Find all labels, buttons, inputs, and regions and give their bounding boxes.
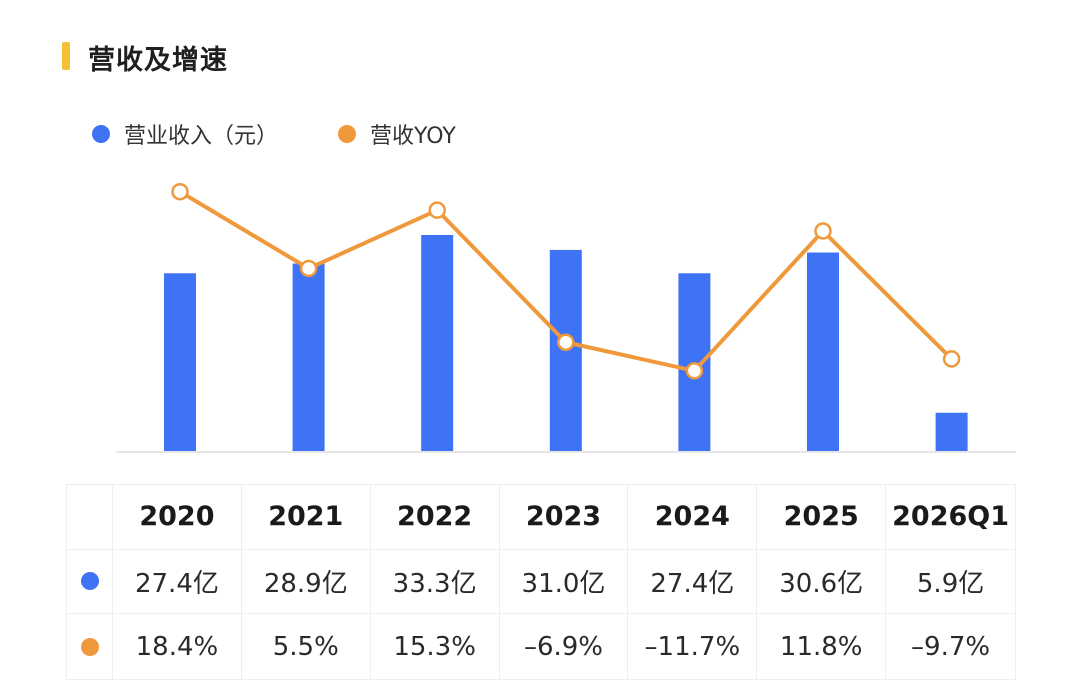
point-yoy-2025	[814, 222, 832, 240]
table-row-marker-revenue	[67, 549, 113, 615]
table-corner	[67, 485, 113, 550]
table-header-cell: 2023	[499, 485, 629, 550]
page-title: 营收及增速	[88, 45, 228, 76]
table-header-cell: 2020	[113, 485, 242, 550]
bar-revenue-2021	[292, 263, 325, 451]
bar-revenue-2020	[164, 273, 196, 451]
legend-label-yoy: 营收YOY	[370, 124, 456, 149]
yoy-dot-icon	[80, 637, 99, 656]
table-header-cell: 2026Q1	[886, 485, 1015, 550]
table-cell-revenue: 5.9亿	[886, 550, 1015, 615]
table-cell-yoy: –6.9%	[500, 614, 629, 679]
bar-revenue-2025	[807, 252, 839, 451]
point-yoy-2022	[428, 201, 446, 219]
table-cell-yoy: –9.7%	[911, 631, 991, 662]
table-cell-yoy: 15.3%	[371, 614, 500, 679]
bar-revenue-2026Q1	[935, 412, 968, 451]
table-cell-yoy: 5.5%	[242, 614, 371, 679]
table-cell-revenue: 30.6亿	[757, 549, 887, 615]
bar-revenue-2022	[421, 235, 454, 451]
point-yoy-2024	[685, 362, 704, 380]
legend-marker-revenue	[92, 125, 110, 143]
title-accent-bar	[62, 42, 70, 70]
table-cell-yoy: 18.4%	[113, 614, 242, 679]
table-header-cell: 2024	[628, 485, 758, 550]
table-row-marker-yoy	[67, 614, 113, 679]
legend-marker-yoy	[338, 125, 356, 143]
table-cell-revenue: 33.3亿	[370, 549, 500, 615]
table-cell-revenue: 27.4亿	[113, 549, 242, 615]
table-cell-revenue: 27.4亿	[628, 549, 758, 615]
table-cell-revenue: 31.0亿	[499, 549, 629, 615]
table-cell-revenue: 28.9亿	[241, 549, 371, 615]
table-header-cell: 2021	[241, 485, 371, 550]
point-yoy-2021	[299, 259, 318, 278]
table-cell-yoy: 11.8%	[757, 614, 887, 679]
revenue-dot-icon	[80, 572, 99, 591]
legend-label-revenue: 营业收入（元）	[124, 124, 279, 149]
point-yoy-2023	[557, 333, 575, 352]
data-table: 2020 2021 2022 2023 2024 2025 2026Q1 27.4亿 28.9亿…	[66, 484, 1016, 680]
table-cell-yoy: –11.7%	[628, 614, 758, 679]
legend-item-yoy: 营收YOY	[338, 118, 456, 150]
table-header-cell: 2025	[757, 485, 887, 550]
point-yoy-2026Q1	[942, 350, 961, 368]
point-yoy-2020	[171, 182, 189, 201]
revenue-yoy-chart	[116, 182, 1016, 453]
table-header-cell: 2022	[370, 485, 500, 550]
legend-item-revenue: 营业收入（元）	[92, 118, 278, 150]
